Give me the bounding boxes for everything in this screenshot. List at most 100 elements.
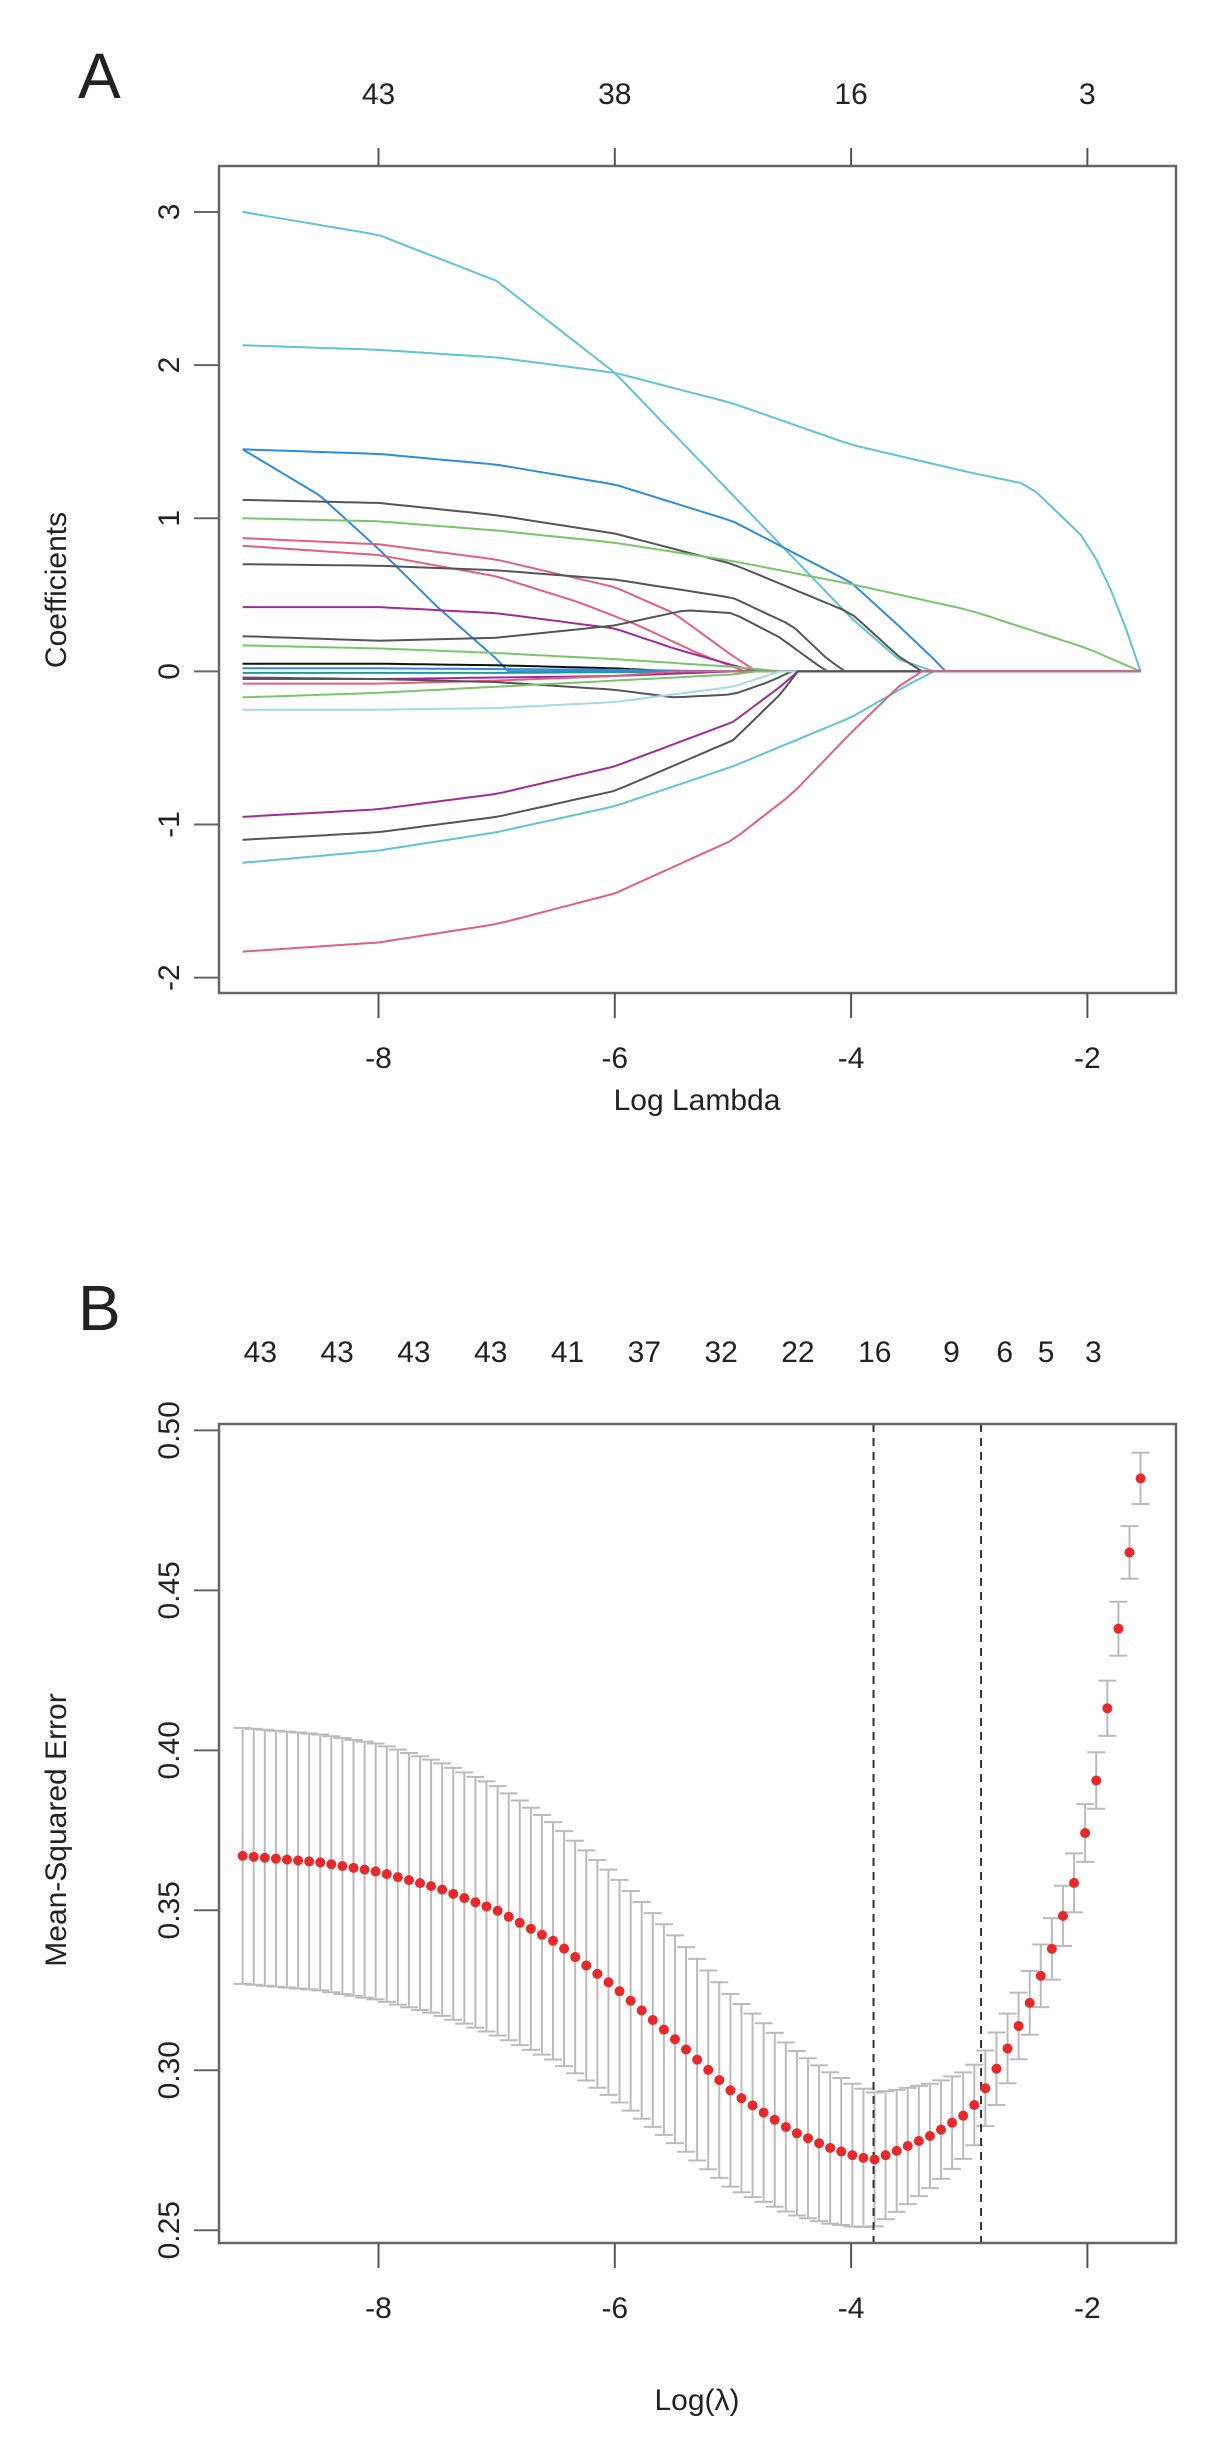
mse-point xyxy=(270,1853,281,1864)
coefficient-path-v4 xyxy=(242,448,1141,673)
y-tick-label-b: 0.40 xyxy=(153,1721,186,1779)
mse-point xyxy=(725,2085,736,2096)
mse-point xyxy=(902,2140,913,2151)
mse-point xyxy=(891,2145,902,2156)
mse-point xyxy=(1113,1623,1124,1634)
nonzero-count-label-b: 16 xyxy=(858,1336,891,1369)
coefficient-path-v5 xyxy=(242,498,1141,673)
y-tick-label-b: 0.30 xyxy=(153,2041,186,2099)
mse-point xyxy=(647,2014,658,2025)
mse-point xyxy=(448,1888,459,1899)
coefficient-path-v15 xyxy=(242,670,1141,674)
mse-point xyxy=(924,2130,935,2141)
y-tick-label-b: 0.35 xyxy=(153,1881,186,1939)
coefficient-path-v7 xyxy=(242,537,1141,673)
lambda-lines xyxy=(872,1424,983,2243)
mse-point xyxy=(913,2135,924,2146)
mse-point xyxy=(459,1893,470,1904)
mse-point xyxy=(414,1878,425,1889)
mse-point xyxy=(1135,1473,1146,1484)
coefficient-path-v1 xyxy=(242,210,1141,673)
panel-label-a: A xyxy=(78,40,121,112)
mse-point xyxy=(592,1968,603,1979)
mse-point xyxy=(514,1917,525,1928)
nonzero-count-label-b: 6 xyxy=(996,1336,1013,1369)
y-tick-label-b: 0.25 xyxy=(153,2201,186,2259)
y-tick-label-a: 3 xyxy=(153,204,186,221)
x-tick-label-b: -8 xyxy=(365,2292,392,2325)
mse-point xyxy=(636,2005,647,2016)
mse-point xyxy=(936,2124,947,2135)
mse-point xyxy=(836,2146,847,2157)
coefficient-path-v6 xyxy=(242,517,1141,673)
mse-points xyxy=(237,1473,1146,2165)
nonzero-count-label-b: 3 xyxy=(1085,1336,1102,1369)
mse-point xyxy=(392,1872,403,1883)
coefficient-path-v3 xyxy=(242,448,1141,673)
coefficient-path-v10 xyxy=(242,606,1141,673)
mse-point xyxy=(304,1856,315,1867)
mse-point xyxy=(991,2063,1002,2074)
mse-point xyxy=(847,2150,858,2161)
coefficient-path-v18 xyxy=(242,670,1141,699)
y-tick-label-a: -2 xyxy=(153,964,186,991)
mse-point xyxy=(1124,1547,1135,1558)
coefficient-path-v23 xyxy=(242,670,1141,864)
y-axis-title-b: Mean-Squared Error xyxy=(40,1693,73,1966)
mse-point xyxy=(825,2142,836,2153)
mse-point xyxy=(237,1850,248,1861)
mse-point xyxy=(326,1859,337,1870)
panel-label-b: B xyxy=(78,1272,121,1344)
mse-point xyxy=(869,2154,880,2165)
mse-point xyxy=(614,1986,625,1997)
nonzero-count-label-a: 38 xyxy=(598,78,631,111)
mse-point xyxy=(348,1862,359,1873)
mse-point xyxy=(703,2064,714,2075)
mse-point xyxy=(736,2093,747,2104)
coefficient-path-v12 xyxy=(242,644,1141,673)
mse-point xyxy=(559,1943,570,1954)
mse-point xyxy=(1013,2020,1024,2031)
x-axis-title-a: Log Lambda xyxy=(614,1084,781,1117)
y-axis-title-a: Coefficients xyxy=(40,512,73,668)
mse-point xyxy=(337,1861,348,1872)
x-tick-label-b: -6 xyxy=(601,2292,628,2325)
plot-frame-b xyxy=(217,1422,1178,2245)
coefficient-path-v21 xyxy=(242,670,1141,818)
nonzero-count-label-b: 43 xyxy=(474,1336,507,1369)
coefficient-path-v11 xyxy=(242,609,1141,673)
coefficient-path-v13 xyxy=(242,662,1141,673)
y-tick-label-b: 0.50 xyxy=(153,1401,186,1459)
mse-point xyxy=(403,1875,414,1886)
mse-point xyxy=(281,1854,292,1865)
axes-a: -8 -6 -4 -2 -2 -1 0 1 2 3 43 38 16 3 xyxy=(153,78,1178,1075)
mse-point xyxy=(1002,2043,1013,2054)
mse-point xyxy=(359,1864,370,1875)
nonzero-count-label-b: 43 xyxy=(244,1336,277,1369)
coefficient-path-v19 xyxy=(242,670,1141,699)
mse-point xyxy=(548,1935,559,1946)
mse-point xyxy=(503,1911,514,1922)
coefficient-path-v2 xyxy=(242,344,1142,672)
mse-point xyxy=(470,1897,481,1908)
y-tick-label-a: 1 xyxy=(153,510,186,527)
mse-point xyxy=(858,2152,869,2163)
x-tick-label-b: -4 xyxy=(838,2292,865,2325)
nonzero-count-label-b: 37 xyxy=(628,1336,661,1369)
x-tick-label-a: -2 xyxy=(1074,1042,1101,1075)
mse-point xyxy=(669,2034,680,2045)
mse-point xyxy=(658,2024,669,2035)
coefficient-path-v20 xyxy=(242,670,1141,711)
x-tick-label-a: -6 xyxy=(601,1042,628,1075)
mse-point xyxy=(692,2054,703,2065)
nonzero-count-label-b: 9 xyxy=(943,1336,960,1369)
mse-point xyxy=(370,1866,381,1877)
mse-point xyxy=(603,1977,614,1988)
mse-point xyxy=(1091,1775,1102,1786)
mse-point xyxy=(1057,1910,1068,1921)
mse-point xyxy=(492,1905,503,1916)
panel-b: B Mean-Squared Error Log(λ) -8 -6 -4 -2 0.25… xyxy=(40,1272,1178,2417)
nonzero-count-label-b: 32 xyxy=(704,1336,737,1369)
nonzero-count-label-b: 43 xyxy=(320,1336,353,1369)
mse-point xyxy=(747,2100,758,2111)
